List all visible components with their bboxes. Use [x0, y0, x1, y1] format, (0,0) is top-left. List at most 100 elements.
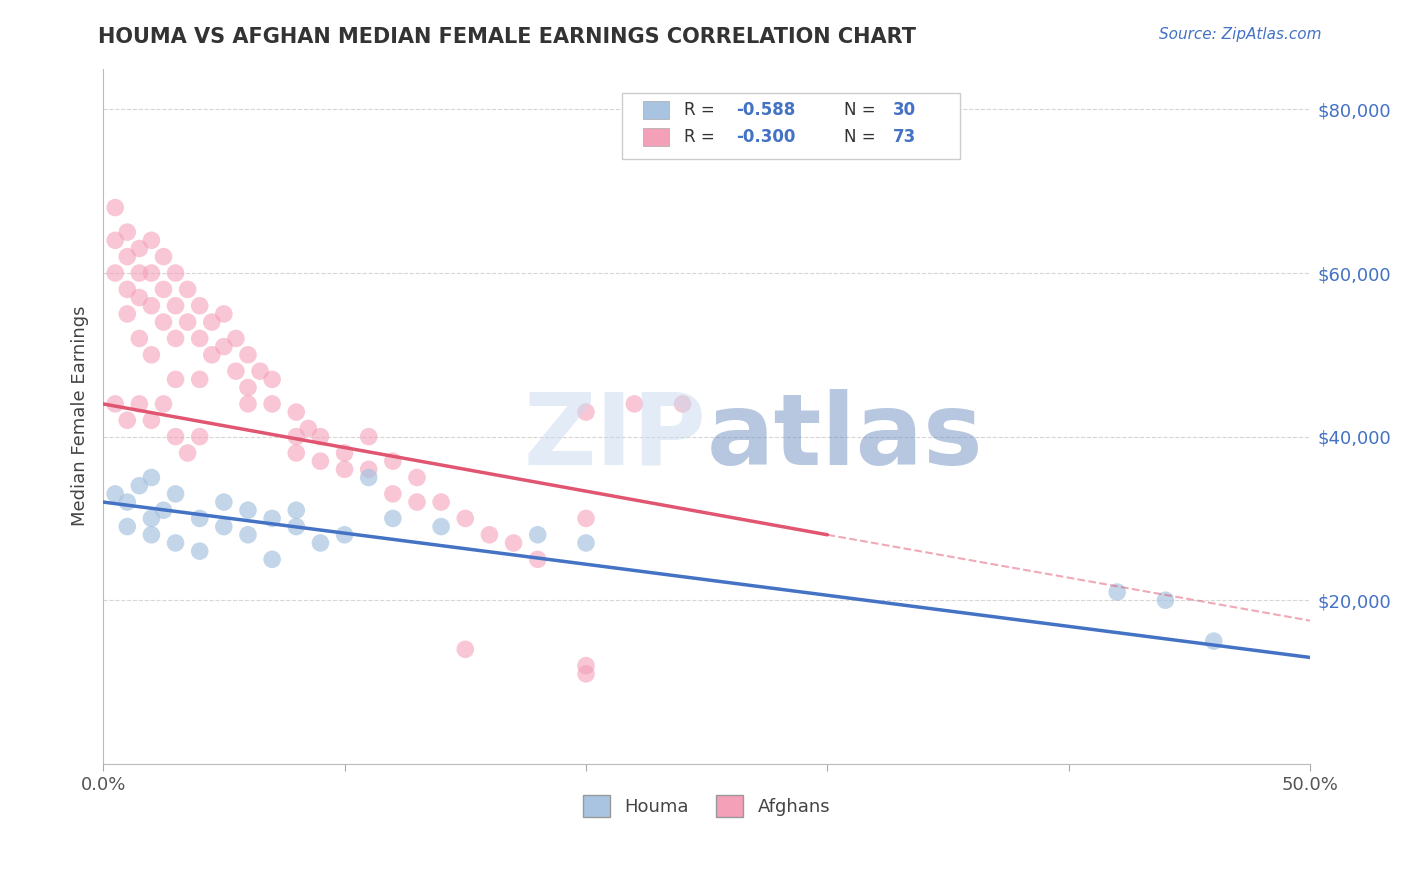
Point — [381, 454, 404, 468]
Point — [141, 511, 163, 525]
Point — [430, 519, 453, 533]
Text: N =: N = — [845, 101, 882, 120]
Point — [165, 372, 187, 386]
Text: 30: 30 — [893, 101, 915, 120]
Point — [141, 348, 163, 362]
Point — [117, 307, 139, 321]
Point — [1202, 634, 1225, 648]
Point — [285, 503, 308, 517]
Point — [671, 397, 693, 411]
Point — [188, 299, 211, 313]
Point — [104, 233, 127, 247]
Text: Source: ZipAtlas.com: Source: ZipAtlas.com — [1159, 27, 1322, 42]
Point — [117, 413, 139, 427]
Point — [176, 446, 198, 460]
Point — [104, 397, 127, 411]
Point — [309, 454, 332, 468]
Point — [285, 405, 308, 419]
Point — [117, 225, 139, 239]
Point — [236, 397, 259, 411]
Point — [575, 511, 598, 525]
Text: N =: N = — [845, 128, 882, 145]
Point — [141, 233, 163, 247]
Point — [454, 642, 477, 657]
Point — [249, 364, 271, 378]
Point — [176, 315, 198, 329]
Point — [262, 511, 284, 525]
Text: atlas: atlas — [707, 389, 983, 485]
Point — [575, 536, 598, 550]
Point — [141, 413, 163, 427]
Point — [262, 552, 284, 566]
Point — [165, 536, 187, 550]
Point — [333, 446, 356, 460]
Text: HOUMA VS AFGHAN MEDIAN FEMALE EARNINGS CORRELATION CHART: HOUMA VS AFGHAN MEDIAN FEMALE EARNINGS C… — [98, 27, 917, 46]
Text: ZIP: ZIP — [524, 389, 707, 485]
Point — [152, 397, 174, 411]
Point — [176, 282, 198, 296]
Point — [333, 528, 356, 542]
Point — [357, 462, 380, 476]
Text: -0.300: -0.300 — [735, 128, 794, 145]
Point — [165, 429, 187, 443]
Bar — [643, 101, 669, 120]
Point — [152, 503, 174, 517]
Point — [117, 282, 139, 296]
Bar — [643, 128, 669, 145]
Point — [188, 511, 211, 525]
Point — [236, 503, 259, 517]
Point — [201, 348, 224, 362]
Point — [117, 495, 139, 509]
Point — [128, 397, 150, 411]
Point — [575, 658, 598, 673]
Point — [623, 397, 645, 411]
Point — [285, 519, 308, 533]
Point — [188, 544, 211, 558]
Point — [128, 266, 150, 280]
Text: 73: 73 — [893, 128, 915, 145]
Point — [502, 536, 524, 550]
Point — [262, 372, 284, 386]
Point — [212, 495, 235, 509]
Point — [236, 528, 259, 542]
Y-axis label: Median Female Earnings: Median Female Earnings — [72, 306, 89, 526]
FancyBboxPatch shape — [623, 93, 960, 159]
Point — [188, 372, 211, 386]
Point — [128, 291, 150, 305]
Point — [128, 331, 150, 345]
Point — [357, 429, 380, 443]
Point — [212, 519, 235, 533]
Point — [165, 266, 187, 280]
Point — [309, 536, 332, 550]
Point — [262, 397, 284, 411]
Point — [225, 331, 247, 345]
Point — [141, 470, 163, 484]
Point — [381, 487, 404, 501]
Point — [152, 250, 174, 264]
Point — [165, 299, 187, 313]
Point — [478, 528, 501, 542]
Point — [225, 364, 247, 378]
Point — [188, 331, 211, 345]
Point — [212, 340, 235, 354]
Point — [430, 495, 453, 509]
Point — [117, 519, 139, 533]
Point — [406, 470, 429, 484]
Legend: Houma, Afghans: Houma, Afghans — [576, 788, 838, 824]
Point — [201, 315, 224, 329]
Point — [575, 666, 598, 681]
Point — [1107, 585, 1129, 599]
Point — [236, 380, 259, 394]
Text: R =: R = — [683, 128, 720, 145]
Point — [236, 348, 259, 362]
Point — [309, 429, 332, 443]
Text: R =: R = — [683, 101, 720, 120]
Point — [285, 429, 308, 443]
Point — [212, 307, 235, 321]
Point — [128, 479, 150, 493]
Point — [104, 266, 127, 280]
Point — [141, 528, 163, 542]
Point — [454, 511, 477, 525]
Point — [357, 470, 380, 484]
Point — [165, 487, 187, 501]
